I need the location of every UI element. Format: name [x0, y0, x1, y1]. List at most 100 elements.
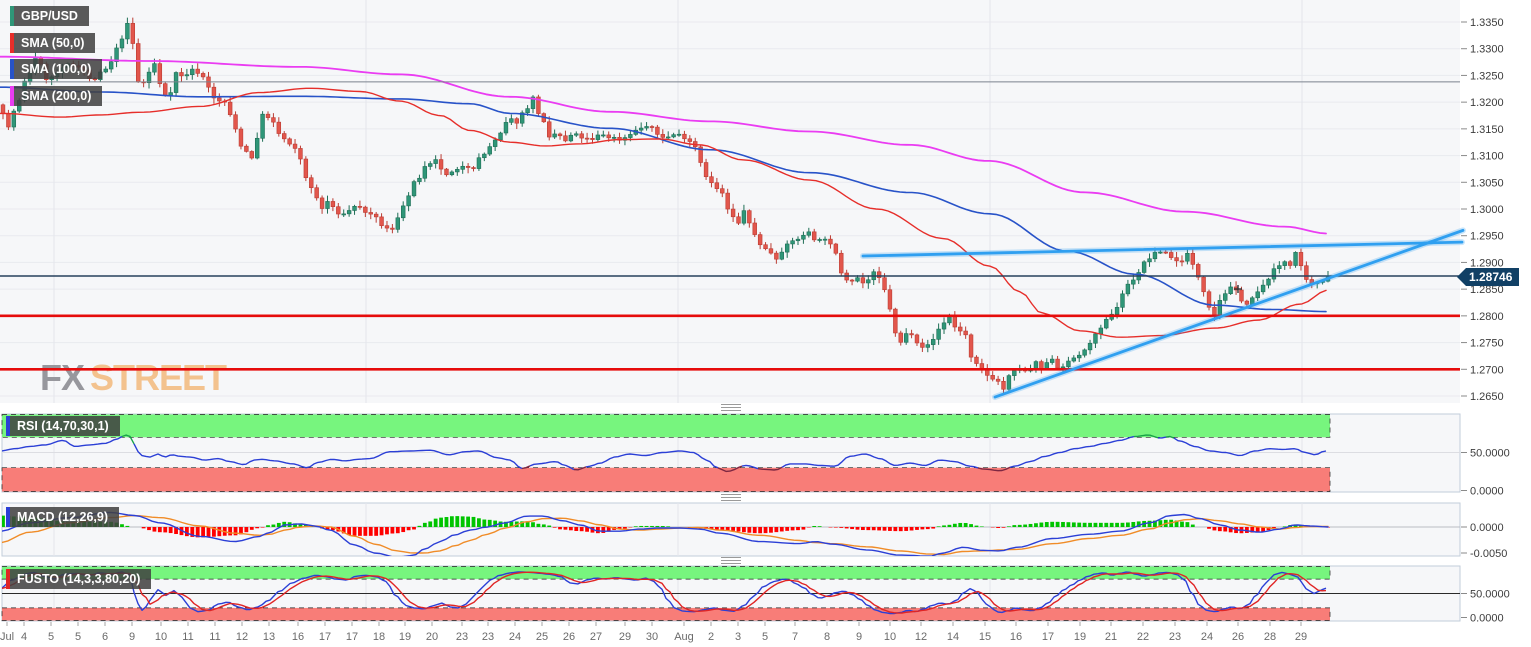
- price-axis-label: 1.2650: [1470, 391, 1504, 403]
- time-axis-label: 22: [1137, 631, 1149, 643]
- rsi-label-text: RSI (14,70,30,1): [17, 419, 109, 433]
- sma200-line: [0, 55, 1327, 235]
- time-axis-label: 29: [1295, 631, 1307, 643]
- time-axis-label: 18: [373, 631, 385, 643]
- time-axis-label: 16: [292, 631, 304, 643]
- time-axis-label: 7: [792, 631, 798, 643]
- symbol-marker: [10, 6, 14, 26]
- rsi-axis: 50.0000 0.0000: [1461, 448, 1510, 498]
- chart-content-layer: [0, 17, 1466, 622]
- fxstreet-watermark-fx: FX: [40, 357, 85, 398]
- panel-resize-grip[interactable]: [721, 404, 741, 412]
- stoch-panel: [1, 565, 1461, 622]
- time-axis-label: 3: [735, 631, 741, 643]
- time-axis-label: 17: [1042, 631, 1054, 643]
- macd-axis-label: 0.0000: [1470, 522, 1504, 534]
- stoch-axis-label: 50.0000: [1470, 589, 1510, 601]
- sma200-label-text: SMA (200,0): [21, 89, 92, 103]
- time-axis-label: 25: [536, 631, 548, 643]
- price-axis-label: 1.3250: [1470, 70, 1504, 82]
- time-axis-label: Jul: [0, 631, 14, 643]
- time-axis-label: 29: [619, 631, 631, 643]
- time-axis-label: 19: [1074, 631, 1086, 643]
- price-axis-label: 1.2900: [1470, 257, 1504, 269]
- time-axis: Jul 4 5 5 6 9 10 11 11 12 13 16 17 17 18 19 20 23 23 24 25 26…: [0, 622, 1307, 643]
- rsi-line: [2, 434, 1327, 473]
- macd-marker: [6, 507, 10, 527]
- fxstreet-watermark-street: STREET: [90, 357, 227, 398]
- macd-axis: 0.0000 -0.0050: [1461, 522, 1507, 560]
- stoch-lines: [2, 571, 1327, 615]
- time-axis-label: 8: [824, 631, 830, 643]
- time-axis-label: 17: [346, 631, 358, 643]
- price-axis: 1.3350 1.3300 1.3250 1.3200 1.3150 1.3100 1.30…: [1461, 17, 1504, 403]
- price-axis-label: 1.3300: [1470, 44, 1504, 56]
- price-axis-label: 1.3350: [1470, 17, 1504, 29]
- sma100-line: [0, 86, 1327, 313]
- panel-resize-grip[interactable]: [721, 494, 741, 502]
- macd-label[interactable]: MACD (12,26,9): [6, 507, 119, 527]
- time-axis-label: 4: [21, 631, 27, 643]
- time-axis-label: 6: [102, 631, 108, 643]
- candles: [0, 17, 1331, 394]
- price-axis-label: 1.3100: [1470, 151, 1504, 163]
- price-axis-label: 1.2800: [1470, 311, 1504, 323]
- macd-axis-label: -0.0050: [1470, 548, 1507, 560]
- time-axis-label: 24: [509, 631, 521, 643]
- sma50-marker: [10, 33, 14, 53]
- main-plot: [0, 17, 1331, 394]
- time-axis-label: 30: [646, 631, 658, 643]
- time-axis-label: 23: [1169, 631, 1181, 643]
- macd-lines: [2, 511, 1329, 556]
- price-axis-label: 1.2750: [1470, 338, 1504, 350]
- trendlines: [860, 227, 1466, 401]
- price-axis-label: 1.3200: [1470, 97, 1504, 109]
- panel-resize-grip[interactable]: [721, 557, 741, 565]
- rsi-label[interactable]: RSI (14,70,30,1): [6, 416, 120, 436]
- price-axis-label: 1.2850: [1470, 284, 1504, 296]
- axis-layer: 1.3350 1.3300 1.3250 1.3200 1.3150 1.3100 1.30…: [0, 17, 1510, 643]
- sma50-label-text: SMA (50,0): [21, 36, 85, 50]
- sma200-label[interactable]: SMA (200,0): [10, 86, 103, 106]
- sma50-line: [0, 87, 1327, 338]
- time-axis-label: 20: [426, 631, 438, 643]
- sma100-label-text: SMA (100,0): [21, 62, 92, 76]
- time-axis-label: 5: [48, 631, 54, 643]
- time-axis-label: 5: [75, 631, 81, 643]
- time-axis-label: 27: [590, 631, 602, 643]
- price-axis-label: 1.3150: [1470, 124, 1504, 136]
- time-axis-label: 9: [129, 631, 135, 643]
- stoch-label[interactable]: FUSTO (14,3,3,80,20): [6, 569, 152, 589]
- chart-background-layer: [0, 0, 1460, 403]
- sma100-label[interactable]: SMA (100,0): [10, 59, 103, 79]
- time-axis-label: 9: [856, 631, 862, 643]
- rsi-marker: [6, 416, 10, 436]
- stoch-axis-label: 0.0000: [1470, 613, 1504, 625]
- stoch-axis: 50.0000 0.0000: [1461, 589, 1510, 625]
- time-axis-label: 14: [947, 631, 959, 643]
- time-axis-label: 26: [1232, 631, 1244, 643]
- symbol-label[interactable]: GBP/USD: [10, 6, 89, 26]
- time-axis-label: 12: [915, 631, 927, 643]
- price-axis-label: 1.2950: [1470, 231, 1504, 243]
- rsi-axis-label: 50.0000: [1470, 448, 1510, 460]
- time-axis-label: 15: [979, 631, 991, 643]
- time-axis-label: 11: [182, 631, 193, 643]
- time-axis-label: Aug: [674, 631, 694, 643]
- sma50-label[interactable]: SMA (50,0): [10, 33, 96, 53]
- time-axis-label: 10: [155, 631, 167, 643]
- time-axis-label: 23: [456, 631, 468, 643]
- time-axis-label: 2: [708, 631, 714, 643]
- time-axis-label: 10: [884, 631, 896, 643]
- time-axis-label: 26: [563, 631, 575, 643]
- current-price-badge: 1.28746: [1457, 268, 1520, 286]
- time-axis-label: 19: [399, 631, 411, 643]
- macd-panel: [1, 502, 1461, 557]
- time-axis-label: 21: [1105, 631, 1117, 643]
- time-axis-label: 16: [1010, 631, 1022, 643]
- stoch-marker: [6, 569, 10, 589]
- rsi-axis-label: 0.0000: [1470, 486, 1504, 498]
- price-axis-label: 1.3050: [1470, 177, 1504, 189]
- macd-label-text: MACD (12,26,9): [17, 510, 108, 524]
